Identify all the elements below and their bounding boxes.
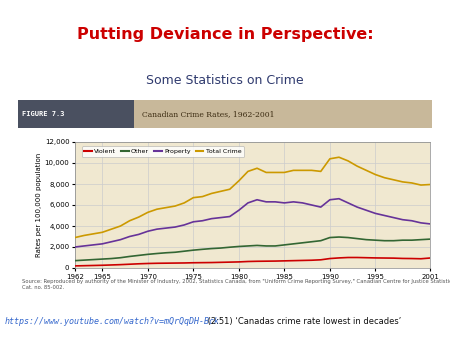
Text: Some Statistics on Crime: Some Statistics on Crime: [146, 73, 304, 87]
Text: https://www.youtube.com/watch?v=mQrQqDH-Bck: https://www.youtube.com/watch?v=mQrQqDH-…: [4, 317, 220, 326]
Bar: [134, 100, 432, 128]
Text: Putting Deviance in Perspective:: Putting Deviance in Perspective:: [76, 27, 373, 43]
Text: (2:51) ‘Canadas crime rate lowest in decades’: (2:51) ‘Canadas crime rate lowest in dec…: [205, 317, 401, 326]
Text: Canadian Crime Rates, 1962-2001: Canadian Crime Rates, 1962-2001: [142, 110, 274, 118]
Bar: [18, 100, 134, 128]
Text: Source: Reproduced by authority of the Minister of Industry, 2002, Statistics Ca: Source: Reproduced by authority of the M…: [22, 279, 450, 290]
Text: FIGURE 7.3: FIGURE 7.3: [22, 111, 65, 117]
Legend: Violent, Other, Property, Total Crime: Violent, Other, Property, Total Crime: [82, 146, 244, 157]
Y-axis label: Rates per 100,000 population: Rates per 100,000 population: [36, 153, 42, 257]
